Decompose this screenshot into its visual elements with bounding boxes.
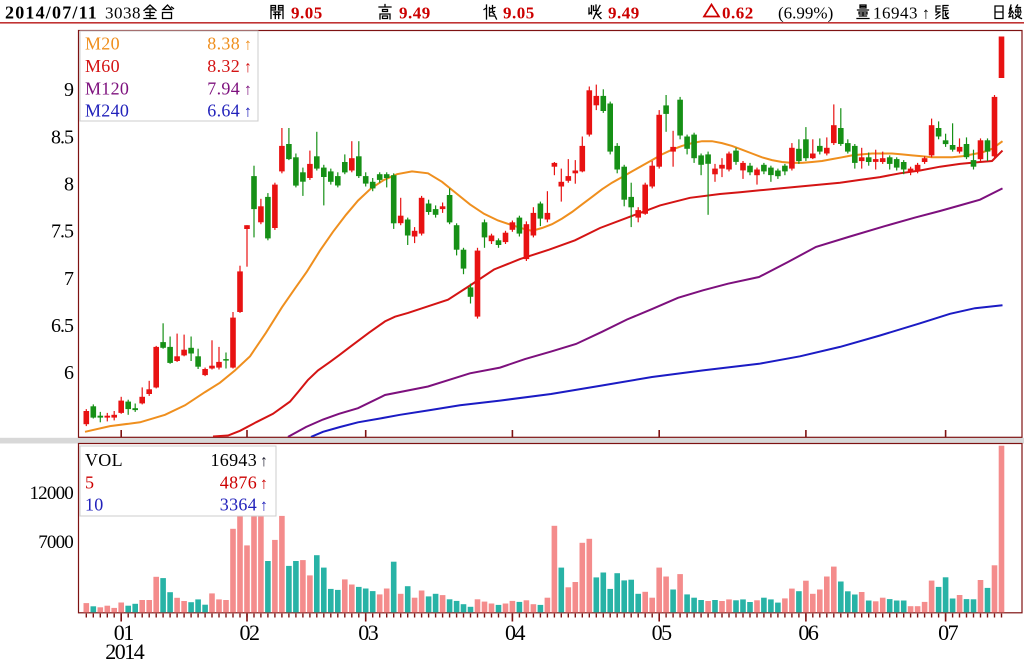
- svg-text:04: 04: [505, 620, 526, 645]
- svg-text:7.5: 7.5: [51, 221, 74, 243]
- svg-text:10: 10: [85, 495, 104, 515]
- svg-text:16943: 16943: [211, 450, 258, 470]
- svg-text:06: 06: [798, 620, 819, 645]
- svg-text:4876: 4876: [220, 472, 257, 492]
- svg-text:↑: ↑: [244, 59, 252, 76]
- svg-text:01: 01: [114, 620, 134, 645]
- svg-text:9.49: 9.49: [399, 4, 431, 23]
- svg-text:↑: ↑: [260, 498, 268, 515]
- svg-text:M60: M60: [85, 56, 120, 76]
- svg-text:7000: 7000: [38, 532, 73, 553]
- svg-text:3364: 3364: [220, 495, 257, 515]
- svg-text:↑: ↑: [260, 475, 268, 492]
- svg-text:05: 05: [652, 620, 673, 645]
- svg-text:02: 02: [239, 620, 259, 645]
- svg-text:↑: ↑: [244, 81, 252, 98]
- svg-text:M20: M20: [85, 34, 120, 54]
- svg-text:(6.99%): (6.99%): [778, 4, 833, 23]
- svg-text:VOL: VOL: [85, 450, 123, 470]
- svg-text:↑: ↑: [922, 6, 930, 23]
- svg-text:M120: M120: [85, 78, 129, 98]
- svg-text:07: 07: [938, 620, 959, 645]
- svg-text:↑: ↑: [244, 37, 252, 54]
- svg-text:9: 9: [64, 79, 74, 101]
- svg-text:6.5: 6.5: [51, 315, 74, 337]
- svg-text:03: 03: [358, 620, 379, 645]
- svg-text:5: 5: [85, 472, 94, 492]
- svg-text:12000: 12000: [29, 483, 73, 504]
- svg-text:6: 6: [64, 362, 74, 384]
- svg-text:↑: ↑: [244, 104, 252, 121]
- svg-text:7.94: 7.94: [207, 78, 240, 98]
- svg-text:8.32: 8.32: [207, 56, 240, 76]
- svg-text:3038: 3038: [105, 4, 141, 23]
- svg-text:↑: ↑: [260, 453, 268, 470]
- svg-text:2014/07/11: 2014/07/11: [5, 3, 98, 23]
- svg-text:8: 8: [64, 174, 74, 196]
- svg-text:M240: M240: [85, 101, 129, 121]
- svg-text:16943: 16943: [873, 4, 918, 23]
- svg-text:6.64: 6.64: [207, 101, 240, 121]
- svg-text:9.05: 9.05: [503, 4, 535, 23]
- svg-text:9.49: 9.49: [608, 4, 640, 23]
- svg-text:8.5: 8.5: [51, 126, 74, 148]
- svg-text:0.62: 0.62: [722, 4, 754, 23]
- svg-text:2014: 2014: [105, 639, 145, 662]
- svg-text:7: 7: [64, 268, 74, 290]
- svg-text:8.38: 8.38: [207, 34, 240, 54]
- svg-text:9.05: 9.05: [291, 4, 323, 23]
